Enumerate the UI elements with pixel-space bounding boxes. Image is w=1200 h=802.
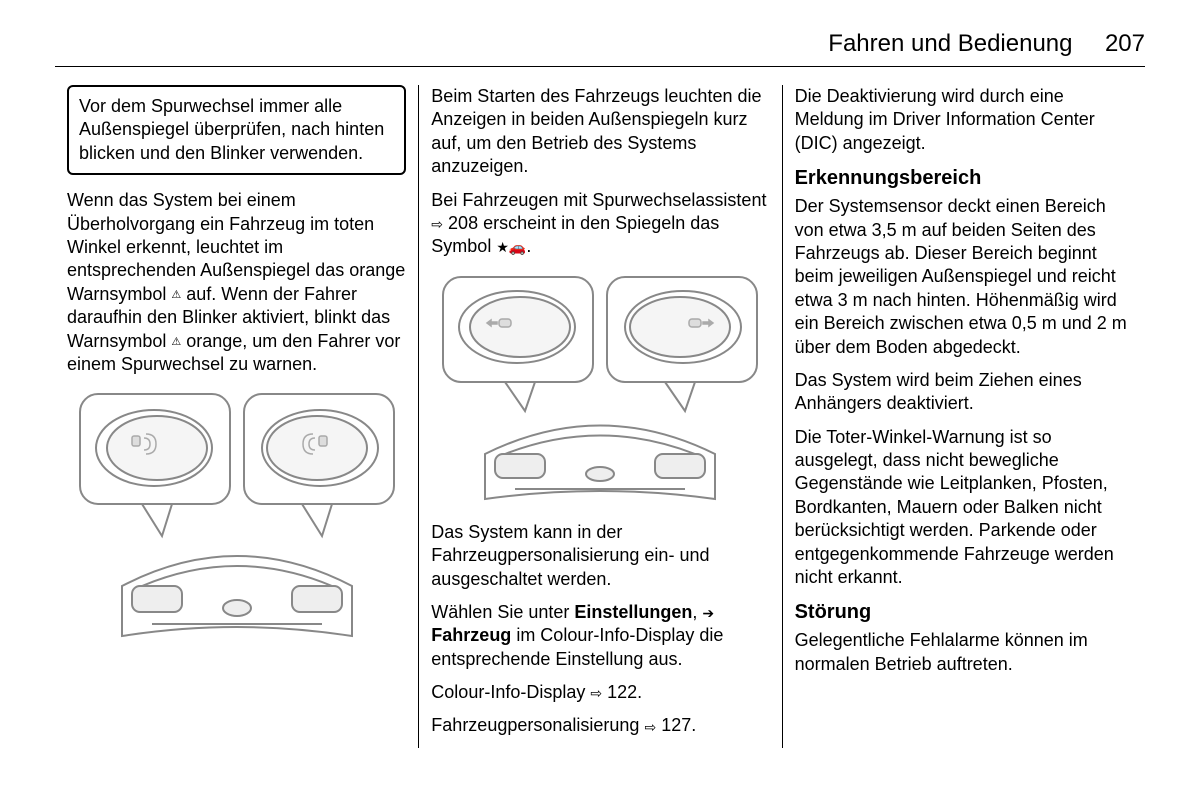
mirror-illustration-2 (435, 269, 765, 509)
text: . (637, 682, 642, 702)
content-columns: Vor dem Spurwechsel immer alle Außenspie… (55, 85, 1145, 748)
page-header: Fahren und Bedienung 207 (55, 30, 1145, 58)
text: . (526, 236, 531, 256)
mirror-illustration-1 (72, 386, 402, 646)
column-2: Beim Starten des Fahrzeugs leuchten die … (418, 85, 781, 748)
text: Fahrzeugpersonalisierung (431, 715, 644, 735)
warning-box: Vor dem Spurwechsel immer alle Außenspie… (67, 85, 406, 175)
col2-p3: Das System kann in der Fahrzeugpersonali… (431, 521, 769, 591)
col2-ref2: Fahrzeugpersonalisierung ⇨ 127. (431, 714, 769, 737)
star-car-icon: ★🚗 (496, 239, 526, 255)
warning-text: Vor dem Spurwechsel immer alle Außenspie… (79, 96, 384, 163)
warn-symbol-icon: ⚠ (171, 289, 181, 301)
heading-malfunction: Störung (795, 599, 1133, 625)
text: , (692, 602, 702, 622)
text: Bei Fahrzeugen mit Spurwechselassistent (431, 190, 766, 210)
page-number: 207 (1105, 30, 1145, 57)
warn-symbol-icon: ⚠ (171, 336, 181, 348)
col3-p5: Gelegentliche Fehlalarme können im norma… (795, 629, 1133, 676)
header-rule (55, 66, 1145, 67)
col3-p2: Der Systemsensor deckt einen Bereich von… (795, 195, 1133, 359)
ref-arrow-icon: ⇨ (431, 215, 443, 233)
heading-detection-range: Erkennungsbereich (795, 165, 1133, 191)
text: . (691, 715, 696, 735)
col2-p1: Beim Starten des Fahrzeugs leuchten die … (431, 85, 769, 179)
column-1: Vor dem Spurwechsel immer alle Außenspie… (55, 85, 418, 748)
col2-ref1: Colour-Info-Display ⇨ 122. (431, 681, 769, 704)
ref-page: 127 (661, 715, 691, 735)
col1-paragraph: Wenn das System bei einem Überholvorgang… (67, 189, 406, 376)
col2-p4: Wählen Sie unter Einstellungen, ➔ Fahrze… (431, 601, 769, 671)
settings-label: Einstellungen (574, 602, 692, 622)
col2-p2: Bei Fahrzeugen mit Spurwechselassistent … (431, 189, 769, 259)
text: Wählen Sie unter (431, 602, 574, 622)
header-title: Fahren und Bedienung (828, 30, 1072, 57)
ref-page: 122 (607, 682, 637, 702)
ref-arrow-icon: ⇨ (644, 718, 656, 736)
text: Colour-Info-Display (431, 682, 590, 702)
ref-page: 208 (448, 213, 478, 233)
col3-p4: Die Toter-Winkel-Warnung ist so ausgeleg… (795, 426, 1133, 590)
vehicle-label: Fahrzeug (431, 625, 511, 645)
col3-p3: Das System wird beim Ziehen eines Anhäng… (795, 369, 1133, 416)
ref-arrow-icon: ⇨ (590, 684, 602, 702)
col3-p1: Die Deaktivierung wird durch eine Meldun… (795, 85, 1133, 155)
nav-arrow-icon: ➔ (702, 605, 714, 621)
column-3: Die Deaktivierung wird durch eine Meldun… (782, 85, 1145, 748)
